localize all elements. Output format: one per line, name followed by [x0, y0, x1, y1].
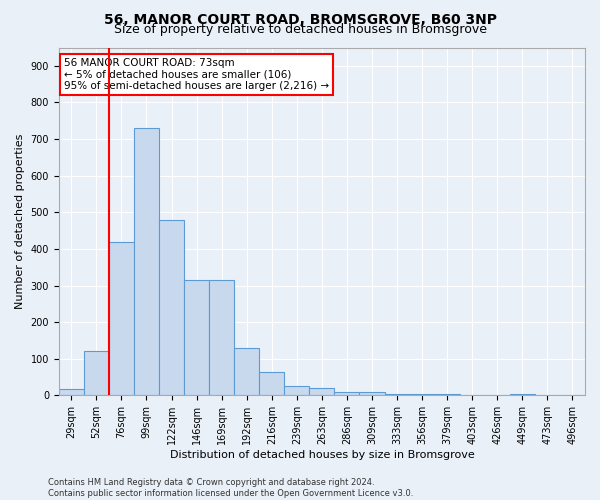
Bar — [410, 394, 434, 396]
Bar — [434, 394, 460, 396]
Bar — [59, 389, 84, 396]
X-axis label: Distribution of detached houses by size in Bromsgrove: Distribution of detached houses by size … — [170, 450, 474, 460]
Bar — [159, 220, 184, 396]
Bar — [259, 372, 284, 396]
Bar — [109, 242, 134, 396]
Bar — [84, 352, 109, 396]
Bar — [209, 280, 234, 396]
Bar — [284, 386, 310, 396]
Text: Size of property relative to detached houses in Bromsgrove: Size of property relative to detached ho… — [113, 22, 487, 36]
Bar — [510, 394, 535, 396]
Bar — [234, 348, 259, 396]
Bar — [310, 388, 334, 396]
Bar — [359, 392, 385, 396]
Text: Contains HM Land Registry data © Crown copyright and database right 2024.
Contai: Contains HM Land Registry data © Crown c… — [48, 478, 413, 498]
Bar — [385, 394, 410, 396]
Bar — [334, 392, 359, 396]
Text: 56 MANOR COURT ROAD: 73sqm
← 5% of detached houses are smaller (106)
95% of semi: 56 MANOR COURT ROAD: 73sqm ← 5% of detac… — [64, 58, 329, 91]
Text: 56, MANOR COURT ROAD, BROMSGROVE, B60 3NP: 56, MANOR COURT ROAD, BROMSGROVE, B60 3N… — [104, 12, 497, 26]
Y-axis label: Number of detached properties: Number of detached properties — [15, 134, 25, 309]
Bar — [184, 280, 209, 396]
Bar — [134, 128, 159, 396]
